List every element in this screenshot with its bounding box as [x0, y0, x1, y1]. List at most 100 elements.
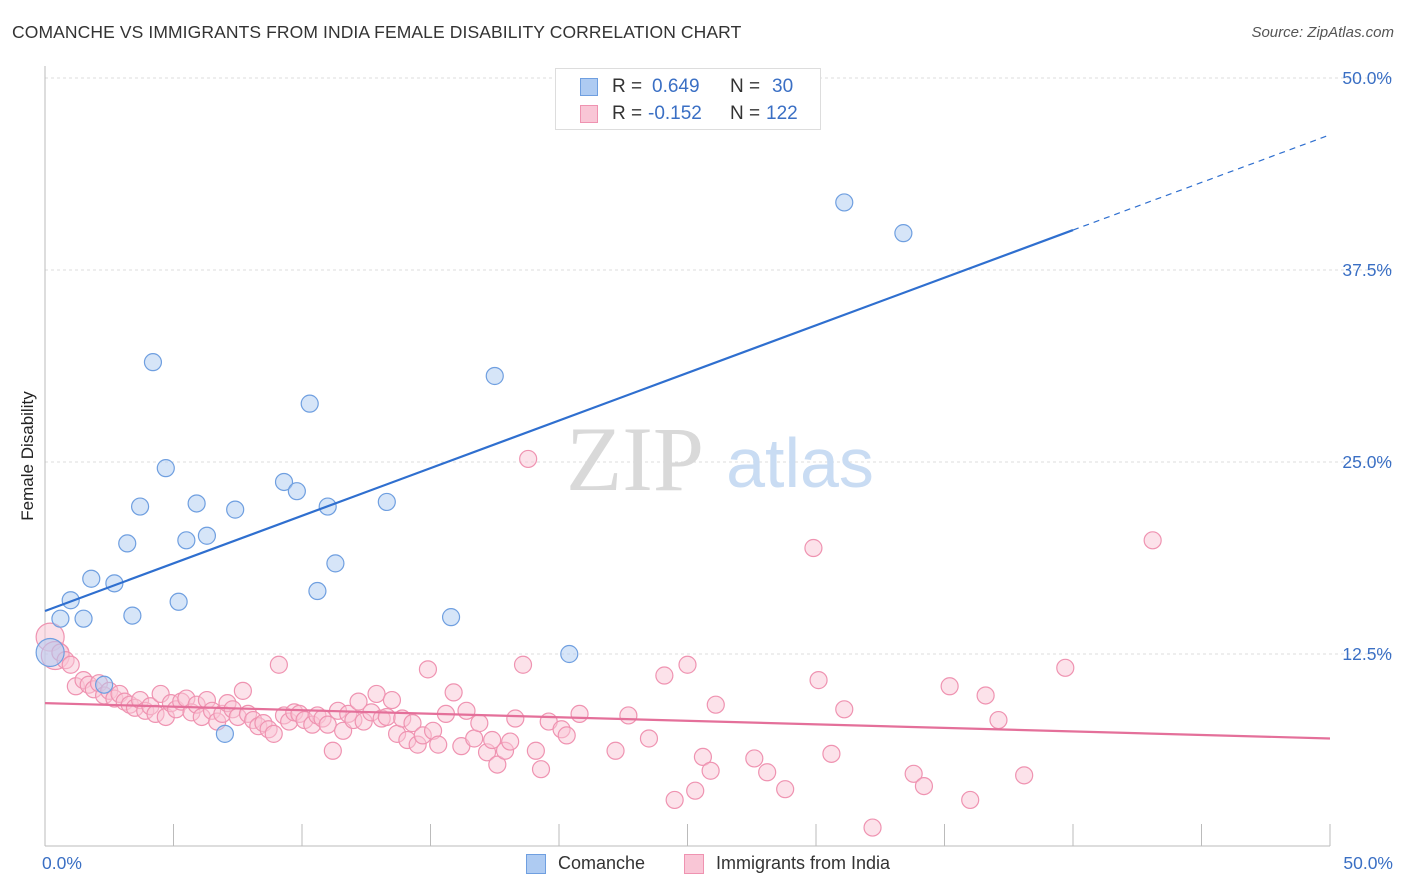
data-point — [914, 776, 934, 796]
data-point — [483, 730, 502, 750]
y-tick-label: 37.5% — [1342, 260, 1392, 280]
stats-r-label: R = — [612, 103, 643, 124]
stats-row-comanche: R = 0.649 N = 30 — [556, 74, 820, 100]
data-point — [485, 366, 504, 386]
data-point — [441, 608, 461, 627]
data-point — [904, 764, 923, 783]
watermark-atlas: atlas — [726, 424, 874, 502]
grid-lines — [45, 77, 1392, 655]
data-point — [470, 714, 489, 733]
data-point — [382, 690, 402, 710]
trend-line — [44, 229, 1074, 613]
data-point — [1056, 658, 1075, 677]
data-point — [745, 749, 764, 768]
data-point — [835, 700, 854, 719]
data-point — [531, 760, 551, 779]
data-point — [118, 534, 137, 553]
data-point — [187, 494, 206, 513]
data-point — [264, 724, 283, 743]
data-point — [197, 526, 217, 545]
data-point — [61, 591, 80, 610]
data-point — [526, 741, 545, 760]
data-point — [1015, 766, 1034, 785]
data-point — [457, 701, 476, 720]
data-point — [513, 655, 533, 674]
data-point — [177, 531, 196, 550]
data-point — [557, 726, 576, 745]
tick-labels: 12.5% 25.0% 37.5% 50.0% 0.0% 50.0% — [42, 68, 1393, 873]
axes — [44, 66, 1331, 847]
data-point — [74, 609, 93, 628]
stats-r-label: R = — [612, 76, 643, 97]
trend-line — [44, 702, 1331, 740]
data-point — [506, 709, 525, 728]
data-point — [233, 681, 252, 700]
data-point — [706, 695, 725, 714]
stats-n-value: 122 — [766, 103, 798, 124]
data-point — [619, 706, 638, 725]
data-point — [308, 581, 327, 601]
data-point — [444, 683, 463, 702]
data-point — [51, 609, 70, 628]
data-point — [570, 704, 589, 724]
data-point — [367, 684, 386, 704]
data-point — [35, 637, 65, 668]
data-point — [418, 660, 438, 679]
data-point — [1143, 531, 1162, 550]
data-point — [655, 666, 674, 685]
data-point — [894, 224, 913, 243]
data-point — [519, 449, 538, 469]
stats-r-value: 0.649 — [652, 76, 700, 97]
data-points — [35, 193, 1162, 837]
data-point — [560, 644, 579, 664]
data-point — [377, 707, 396, 727]
y-tick-label: 50.0% — [1342, 68, 1392, 88]
data-point — [326, 554, 345, 573]
data-point — [488, 755, 507, 774]
data-point — [822, 744, 841, 763]
data-point — [465, 729, 484, 748]
data-point — [804, 538, 823, 558]
x-tick-label: 0.0% — [42, 853, 82, 873]
data-point — [156, 459, 175, 478]
data-point — [665, 790, 684, 810]
data-point — [701, 761, 720, 780]
data-point — [377, 492, 396, 512]
data-point — [318, 715, 337, 734]
data-point — [989, 710, 1008, 730]
data-point — [961, 790, 980, 810]
data-point — [82, 569, 101, 588]
data-point — [123, 606, 142, 625]
data-point — [776, 780, 795, 799]
data-point — [501, 732, 520, 751]
trend-lines — [44, 134, 1331, 740]
data-point — [143, 353, 163, 372]
data-point — [95, 675, 114, 694]
data-point — [835, 193, 854, 212]
stats-r-value: -0.152 — [648, 103, 702, 124]
data-point — [287, 482, 306, 501]
data-point — [429, 735, 448, 754]
data-point — [678, 655, 697, 674]
watermark-zip: ZIP — [566, 408, 704, 510]
data-point — [269, 655, 288, 674]
legend-label: Comanche — [558, 853, 646, 873]
stats-row-india: R = -0.152 N = 122 — [556, 101, 820, 127]
data-point — [686, 781, 705, 800]
y-tick-label: 25.0% — [1342, 452, 1392, 472]
data-point — [693, 747, 713, 767]
data-point — [323, 741, 342, 760]
data-point — [274, 472, 294, 492]
watermark: ZIP atlas — [566, 408, 874, 510]
data-point — [606, 741, 625, 760]
data-point — [349, 692, 368, 711]
data-point — [639, 729, 659, 748]
stats-swatch-india — [580, 105, 598, 123]
data-point — [976, 686, 995, 705]
stats-n-label: N = — [730, 103, 761, 124]
legend-swatch-comanche — [526, 854, 546, 874]
data-point — [215, 724, 234, 743]
data-point — [61, 655, 80, 674]
legend-swatch-india — [684, 854, 704, 874]
